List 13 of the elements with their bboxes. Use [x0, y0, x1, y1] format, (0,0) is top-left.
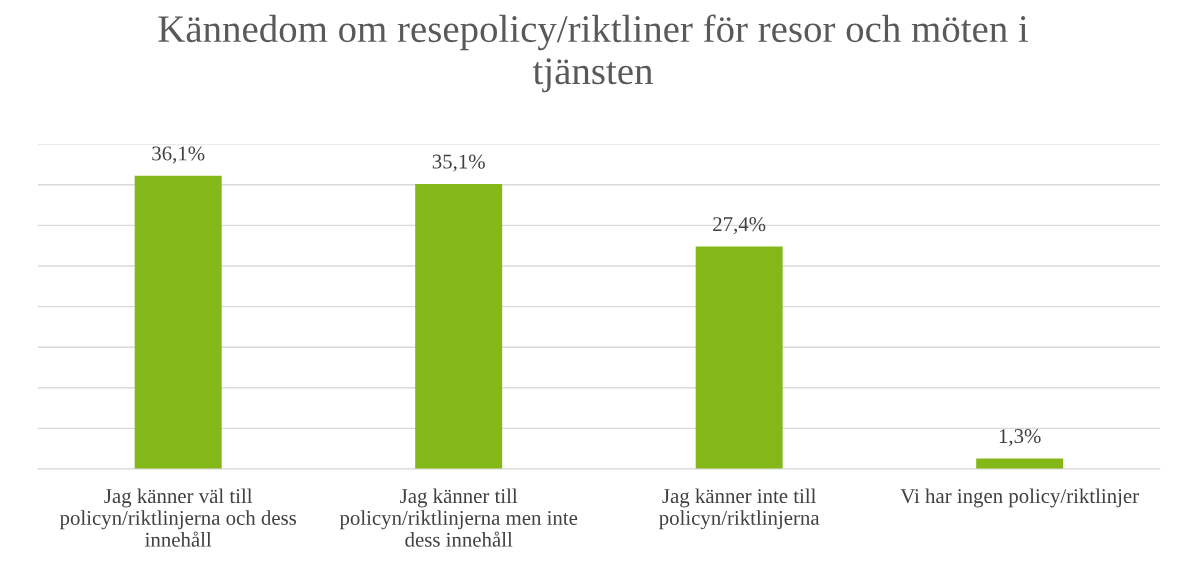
data-label: 35,1%: [432, 154, 485, 172]
chart-title: Kännedom om resepolicy/riktliner för resor och möten i tjänsten: [158, 14, 1029, 93]
x-tick-label: Jag känner väl till policyn/riktlinjerna och dess innehåll: [59, 488, 297, 547]
x-tick-label: Jag känner till policyn/riktlinjerna men inte dess innehåll: [339, 488, 578, 547]
data-label: 36,1%: [152, 146, 205, 164]
bar: [134, 175, 222, 469]
x-tick-label: Jag känner inte till policyn/riktlinjerna: [659, 488, 820, 530]
data-label: 1,3%: [999, 429, 1041, 447]
bar: [976, 458, 1064, 469]
x-tick-label: Vi har ingen policy/riktlinjer: [900, 488, 1139, 508]
data-label: 27,4%: [713, 217, 766, 235]
bar: [695, 246, 783, 469]
bar: [415, 183, 503, 469]
